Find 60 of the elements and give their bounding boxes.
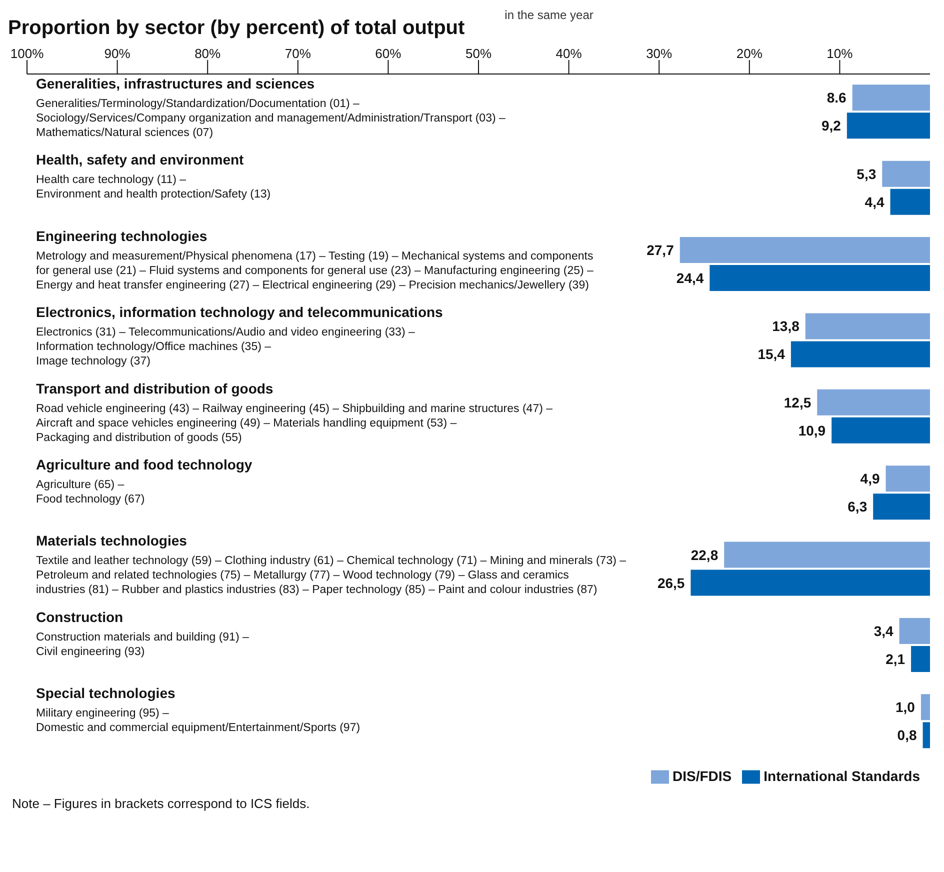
data-label: 9,2 [821, 118, 842, 134]
x-tick-label: 90% [104, 46, 131, 61]
bar [710, 265, 930, 292]
data-label: 1,0 [896, 699, 916, 716]
y-tick-label: Transport and distribution of goods Road vehicle engineering (43) – Railway engineering (45) – Shipbuilding and marine structures (47) – Aircraft and space vehicles engineering (49) – Materials handling equipment (53) – Packaging and distribution of goods (55) [36, 380, 554, 444]
data-label: 26,5 [657, 574, 685, 591]
bar [852, 84, 930, 111]
x-tick-label: 70% [284, 46, 312, 61]
bar [790, 341, 930, 368]
x-tick-label: 10% [826, 46, 854, 61]
x-tick-label: 60% [375, 46, 402, 61]
data-label: 4,9 [860, 470, 880, 487]
bar [920, 694, 930, 720]
y-tick-label: Special technologies Military engineering (95) – Domestic and commercial equipment/Entertainment/Sports (97) [36, 685, 360, 734]
data-label: 27,7 [646, 242, 674, 258]
bar [846, 112, 930, 139]
x-tick-label: 100% [10, 46, 44, 61]
x-tick-label: 20% [736, 46, 763, 61]
data-label: 24,4 [676, 270, 704, 286]
bar [890, 188, 930, 215]
data-label: 2,1 [886, 650, 906, 667]
data-label: 5,3 [856, 166, 876, 182]
y-tick-label: Health, safety and environment Health care technology (11) – Environment and health protection/Safety (13) [36, 152, 271, 201]
y-tick-label: Engineering technologies Metrology and measurement/Physical phenomena (17) – Testing (19) – Mechanical systems and components for general use (21) – Fluid systems and components for general use (23) – Manufacturing engineering (25) – Energy and heat transfer engineering (27) – Electrical engineering (29) – Precision mechanics/Jewellery (39) [36, 228, 594, 292]
bar [873, 494, 930, 520]
data-label: 22,8 [690, 546, 718, 563]
bar [724, 542, 930, 568]
bar [882, 160, 930, 187]
text: in the same year [504, 8, 594, 22]
bar [886, 466, 930, 492]
bar [911, 646, 930, 672]
y-tick-label: Generalities, infrastructures and sciences Generalities/Terminology/Standardization/Documentation (01) – Sociology/Services/Company organization and management/Administration/Transport (03) – Mathematics/Natural sciences (07) [36, 76, 506, 140]
y-tick-label: Materials technologies Textile and leather technology (59) – Clothing industry (61) – Chemical technology (71) – Mining and minerals (73) – Petroleum and related technologies (75) – Metallurgy (77) – Wood technology (79) – Glass and ceramics industries (81) – Rubber and plastics industries (83) – Paper technology (85) – Paint and colour industries (87) [36, 532, 627, 596]
text: Note – Figures in brackets correspond to ICS fields. [12, 796, 310, 811]
bar [832, 417, 930, 444]
data-label: 4,4 [864, 194, 884, 210]
bar [899, 618, 930, 644]
bar [690, 570, 930, 596]
data-label: 15,4 [758, 346, 786, 362]
data-label: 12,5 [784, 394, 812, 410]
data-label: 10,9 [798, 422, 826, 438]
bar [922, 722, 930, 748]
data-label: 13,8 [772, 318, 800, 334]
x-tick-label: 40% [556, 46, 582, 61]
data-label: 8.6 [826, 90, 847, 106]
y-tick-label: Electronics, information technology and telecommunications Electronics (31) – Telecommunications/Audio and video engineering (33) – Information technology/Office machines (35) – Image technology (37) [36, 304, 444, 368]
bar [817, 389, 930, 416]
y-tick-label: Construction Construction materials and building (91) – Civil engineering (93) [36, 608, 250, 658]
legend-label: DIS/FDIS [672, 768, 732, 784]
chart-title: Proportion by sector (by percent) of total output [8, 17, 465, 40]
data-label: 0,8 [897, 727, 917, 744]
y-tick-label: Agriculture and food technology Agriculture (65) – Food technology (67) [36, 456, 252, 506]
bar [805, 313, 930, 340]
x-tick-label: 80% [194, 46, 222, 61]
x-tick-label: 50% [465, 46, 492, 61]
legend-label: International Standards [764, 768, 920, 784]
x-tick-label: 30% [646, 46, 673, 61]
bar [680, 237, 930, 264]
data-label: 6,3 [848, 498, 868, 515]
data-label: 3,4 [874, 622, 894, 639]
